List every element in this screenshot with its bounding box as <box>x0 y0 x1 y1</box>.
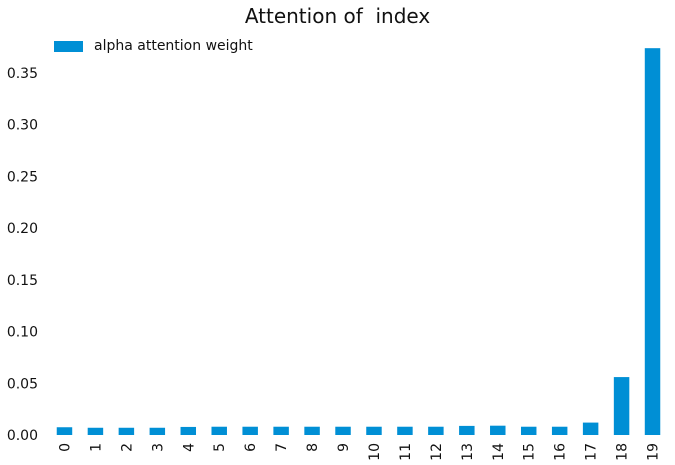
bar <box>520 426 537 435</box>
x-tick-label: 14 <box>491 443 507 461</box>
x-tick-label: 16 <box>553 443 569 461</box>
legend-swatch <box>54 40 83 52</box>
bar <box>304 426 320 435</box>
bar <box>180 426 197 435</box>
x-tick-label: 3 <box>150 443 166 452</box>
y-tick-label: 0.20 <box>7 221 38 237</box>
bar <box>459 425 475 435</box>
x-tick-label: 2 <box>119 443 135 452</box>
bar <box>242 426 258 435</box>
bar <box>644 48 661 435</box>
y-tick-label: 0.10 <box>7 325 38 341</box>
y-tick-label: 0.35 <box>7 66 38 82</box>
bar <box>613 377 630 435</box>
x-tick-label: 6 <box>243 443 259 452</box>
x-tick-label: 17 <box>584 443 600 461</box>
x-tick-label: 15 <box>522 443 538 461</box>
x-axis: 0 1 2 3 4 5 6 7 8 9 10 11 12 13 14 15 16 17 18 19 <box>57 443 661 461</box>
legend: alpha attention weight <box>54 38 253 54</box>
y-tick-label: 0.05 <box>7 376 38 392</box>
legend-label: alpha attention weight <box>94 38 253 54</box>
y-tick-label: 0.00 <box>7 428 38 444</box>
bars <box>56 48 661 435</box>
bar <box>273 426 289 435</box>
bar <box>397 426 413 435</box>
x-tick-label: 7 <box>274 443 290 452</box>
bar <box>211 426 227 435</box>
bar <box>366 426 382 435</box>
bar <box>56 427 73 435</box>
x-tick-label: 0 <box>57 443 73 452</box>
bar <box>87 427 104 435</box>
x-tick-label: 8 <box>305 443 321 452</box>
chart-title: Attention of index <box>244 4 431 28</box>
x-tick-label: 4 <box>181 443 197 452</box>
y-tick-label: 0.25 <box>7 169 38 185</box>
x-tick-label: 18 <box>615 443 631 461</box>
x-tick-label: 12 <box>429 443 445 461</box>
bar <box>149 427 166 435</box>
y-tick-label: 0.30 <box>7 118 38 134</box>
bar <box>490 425 506 435</box>
x-tick-label: 13 <box>460 443 476 461</box>
x-tick-label: 19 <box>646 443 662 461</box>
bar <box>118 427 135 435</box>
x-tick-label: 11 <box>398 443 414 461</box>
y-axis: 0.00 0.05 0.10 0.15 0.20 0.25 0.30 0.35 <box>7 66 38 444</box>
x-tick-label: 5 <box>212 443 228 452</box>
bar <box>428 426 444 435</box>
y-tick-label: 0.15 <box>7 273 38 289</box>
x-tick-label: 10 <box>367 443 383 461</box>
bar <box>582 422 599 435</box>
x-tick-label: 1 <box>88 443 104 452</box>
bar <box>335 426 351 435</box>
bar <box>551 426 568 435</box>
x-tick-label: 9 <box>336 443 352 452</box>
